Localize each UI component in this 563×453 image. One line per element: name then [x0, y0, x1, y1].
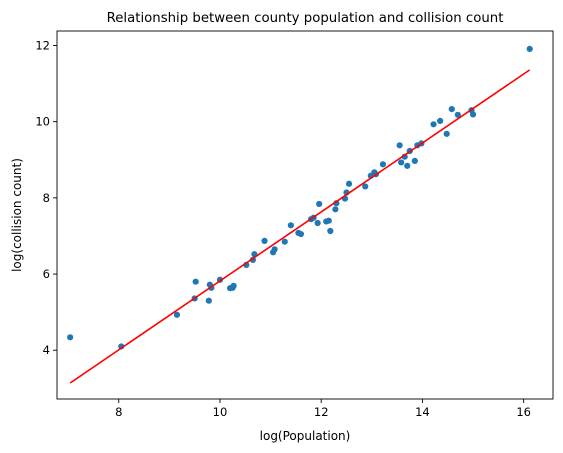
x-tick-label: 8 [115, 405, 122, 419]
fit-line [69, 69, 531, 384]
scatter-point-34 [362, 183, 369, 190]
scatter-point-27 [325, 217, 332, 224]
scatter-point-5 [205, 297, 212, 304]
scatter-point-42 [404, 162, 411, 169]
scatter-point-30 [333, 200, 340, 207]
y-tick-label: 10 [35, 115, 50, 129]
scatter-point-33 [345, 180, 353, 187]
scatter-point-11 [230, 282, 237, 289]
scatter-point-29 [332, 206, 339, 213]
scatter-point-19 [287, 222, 294, 229]
scatter-point-39 [396, 142, 403, 149]
x-tick-label: 10 [213, 405, 228, 419]
scatter-point-54 [526, 45, 533, 53]
y-tick-label: 6 [43, 267, 50, 281]
x-tick-label: 14 [415, 405, 430, 419]
plot-frame [56, 30, 554, 400]
scatter-point-17 [271, 246, 278, 253]
chart-title: Relationship between county population a… [107, 11, 504, 26]
scatter-point-28 [327, 227, 334, 235]
scatter-point-0 [67, 334, 74, 341]
scatter-point-25 [316, 200, 323, 208]
x-tick-label: 12 [314, 405, 329, 419]
fit-line-layer [69, 69, 531, 384]
scatter-point-48 [437, 117, 444, 124]
x-axis-label: log(Population) [260, 429, 351, 443]
scatter-point-47 [430, 121, 437, 128]
x-tick-label: 16 [516, 405, 531, 419]
scatter-point-15 [261, 237, 268, 244]
scatter-point-38 [379, 161, 387, 168]
scatter-point-44 [411, 157, 418, 164]
scatter-point-24 [314, 219, 321, 227]
y-tick-label: 4 [43, 343, 50, 357]
scatter-point-50 [448, 106, 455, 113]
scatter-point-4 [192, 278, 199, 285]
y-tick-label: 12 [35, 38, 50, 52]
scatter-point-2 [173, 311, 181, 318]
scatter-point-21 [297, 230, 305, 238]
scatter-point-49 [443, 130, 450, 137]
points-layer [67, 45, 533, 350]
y-axis-ticks: 4 6 8 10 12 [35, 38, 57, 357]
scatter-point-40 [398, 159, 405, 166]
scatter-point-53 [469, 111, 477, 118]
x-axis-ticks: 8 10 12 14 16 [115, 399, 531, 419]
scatter-point-18 [281, 238, 288, 245]
scatter-point-51 [454, 111, 461, 118]
y-tick-label: 8 [43, 191, 50, 205]
y-axis-label: log(collision count) [10, 158, 24, 272]
